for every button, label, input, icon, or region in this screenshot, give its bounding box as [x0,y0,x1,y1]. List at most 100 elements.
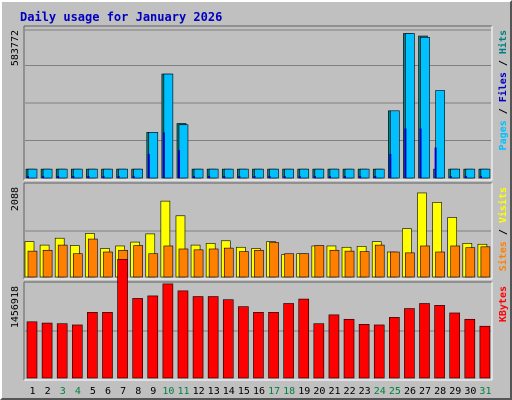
bar-sites [223,247,234,278]
bar-kbytes [238,306,249,379]
bar-kbytes [26,321,38,379]
axis-title-segment: Hits [497,30,509,54]
bar-files [299,168,310,179]
bar-sites [284,253,294,278]
bar-pages [87,175,90,178]
bar-pages [313,175,316,178]
bar-sites [57,244,68,278]
bar-pages [42,175,45,178]
bar-pages [434,147,437,178]
bar-pages [162,132,165,178]
y-max-label: 2088 [10,187,21,211]
day-label: 20 [313,386,325,397]
bar-sites [239,251,249,278]
bar-sites [359,251,370,278]
day-label: 17 [268,386,280,397]
bar-sites [269,242,279,278]
bar-pages [102,175,105,178]
bar-files [72,168,83,179]
bar-pages [479,175,482,178]
bar-sites [420,245,430,278]
bar-files [314,168,325,179]
bar-sites [148,253,159,278]
bar-kbytes [253,312,264,379]
bar-files [284,168,294,179]
bar-sites [103,251,113,278]
bar-sites [314,245,325,278]
day-label: 12 [193,386,205,397]
bar-pages [389,153,392,178]
bar-pages [238,175,241,178]
day-label: 25 [389,386,401,397]
bar-sites [374,244,385,278]
bar-sites [299,253,310,278]
bar-sites [329,249,340,278]
bar-kbytes [192,296,204,379]
bar-kbytes [87,312,98,379]
bar-pages [283,175,286,178]
bar-kbytes [268,312,279,379]
bar-files [42,168,53,179]
bar-kbytes [479,325,491,379]
day-label: 3 [60,386,66,397]
bar-files [405,33,415,179]
day-label: 24 [374,386,386,397]
bar-files [223,168,234,179]
bar-files [420,36,430,179]
bar-sites [42,249,53,278]
axis-title-segment: Files [497,72,509,102]
bar-pages [208,175,211,178]
bar-files [27,168,38,179]
bar-pages [57,175,60,178]
bar-pages [374,175,377,178]
bar-kbytes [389,317,400,379]
bar-pages [404,128,407,178]
day-label: 7 [120,386,126,397]
bar-sites [405,252,415,278]
bar-files [465,168,476,179]
day-label: 2 [45,386,51,397]
bar-kbytes [132,298,143,379]
bar-files [435,90,445,179]
axis-title-segment: Sites [497,241,509,271]
day-label: 19 [298,386,310,397]
bar-kbytes [358,324,370,379]
bar-kbytes [41,322,53,379]
day-label: 14 [223,386,235,397]
day-label: 26 [404,386,416,397]
day-label: 10 [162,386,174,397]
bar-sites [435,251,445,278]
day-label: 6 [105,386,111,397]
axis-title-segment: / [498,102,509,120]
axis-title-segment: / [498,223,509,241]
bar-kbytes [177,290,189,379]
day-label: 15 [238,386,250,397]
bar-pages [72,175,75,178]
bar-sites [193,249,204,278]
bar-pages [359,175,362,178]
y-max-label: 583772 [10,30,21,66]
bar-kbytes [222,299,234,379]
bar-sites [465,247,476,278]
bar-pages [147,153,150,178]
bar-files [178,124,189,179]
bar-pages [449,175,452,178]
day-label: 28 [434,386,446,397]
y-axis-title: KBytes [498,286,509,322]
bar-kbytes [71,324,83,379]
bar-pages [328,175,331,178]
bar-sites [480,246,491,278]
bar-kbytes [102,312,113,379]
bar-sites [88,238,98,278]
bar-pages [117,175,120,178]
bar-sites [390,251,400,278]
bar-pages [193,175,196,178]
bar-files [148,132,159,179]
bar-pages [419,128,422,178]
bar-kbytes [283,303,294,379]
bar-kbytes [419,303,430,379]
bar-sites [133,245,143,278]
day-label: 27 [419,386,431,397]
bar-kbytes [449,312,461,379]
